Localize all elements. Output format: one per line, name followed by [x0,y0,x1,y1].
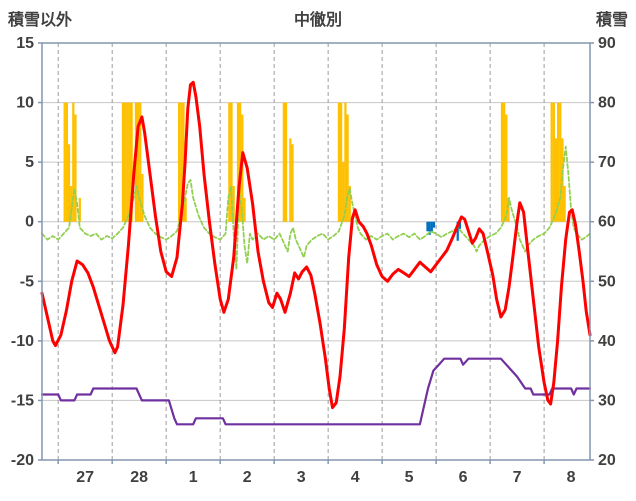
svg-text:27: 27 [76,469,94,486]
right-axis-title: 積雪 [595,12,628,29]
svg-text:1: 1 [189,469,198,486]
svg-text:-20: -20 [11,452,34,469]
svg-text:4: 4 [351,469,360,486]
svg-text:5: 5 [25,154,34,171]
chart-title: 中徹別 [293,12,342,29]
svg-text:6: 6 [459,469,468,486]
svg-text:80: 80 [598,95,616,112]
svg-text:-15: -15 [11,392,34,409]
svg-text:7: 7 [513,469,522,486]
svg-text:30: 30 [598,392,616,409]
svg-text:-5: -5 [20,273,34,290]
svg-text:10: 10 [16,95,34,112]
svg-text:90: 90 [598,35,616,52]
svg-text:5: 5 [405,469,414,486]
svg-text:20: 20 [598,452,616,469]
svg-text:3: 3 [297,469,306,486]
svg-text:8: 8 [567,469,576,486]
svg-text:40: 40 [598,333,616,350]
svg-text:60: 60 [598,214,616,231]
svg-text:0: 0 [25,214,34,231]
svg-text:50: 50 [598,273,616,290]
svg-text:28: 28 [130,469,148,486]
svg-text:2: 2 [243,469,252,486]
left-axis-title: 積雪以外 [8,12,73,29]
svg-text:15: 15 [16,35,34,52]
svg-text:70: 70 [598,154,616,171]
svg-text:-10: -10 [11,333,34,350]
